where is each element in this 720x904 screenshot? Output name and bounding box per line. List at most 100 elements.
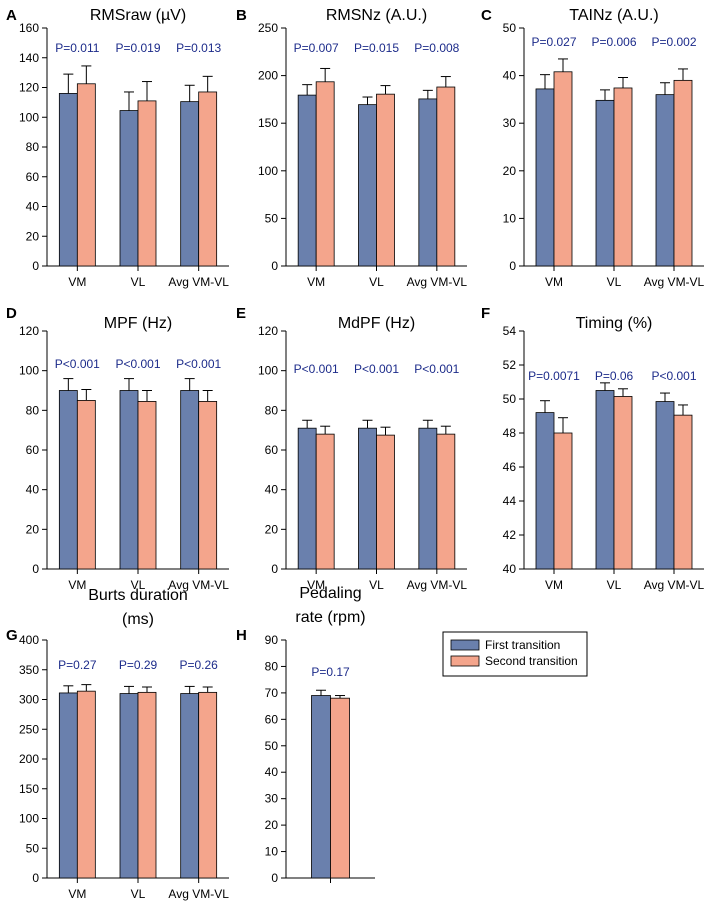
bar-first-transition xyxy=(418,427,438,570)
chart-title-line: Pedaling xyxy=(299,585,361,602)
panel-letter: E xyxy=(236,305,246,322)
bar-first-transition xyxy=(655,94,675,267)
bar-second-transition xyxy=(436,433,456,570)
x-tick-label: Avg VM-VL xyxy=(407,275,468,289)
y-tick-label: 40 xyxy=(503,69,517,83)
chart-panel-d: D MPF (Hz) 0 20 40 60 80 100 120 VM P<0.001 VL P<0.0… xyxy=(6,305,229,592)
x-tick-label: VM xyxy=(545,275,563,289)
bar-second-transition xyxy=(613,396,633,570)
y-tick-label: 0 xyxy=(271,871,278,885)
p-value-label: P<0.001 xyxy=(651,369,696,383)
y-tick-label: 60 xyxy=(26,170,40,184)
y-tick-label: 40 xyxy=(503,562,517,576)
p-value-label: P<0.001 xyxy=(115,357,160,371)
x-tick-label: VL xyxy=(131,275,146,289)
chart-title: MPF (Hz) xyxy=(104,315,172,332)
p-value-label: P=0.17 xyxy=(311,665,350,679)
p-value-label: P<0.001 xyxy=(354,362,399,376)
y-tick-label: 0 xyxy=(32,871,39,885)
chart-title: RMSraw (µV) xyxy=(90,7,186,24)
y-tick-label: 0 xyxy=(32,259,39,273)
legend-label: First transition xyxy=(485,638,560,652)
y-tick-label: 50 xyxy=(26,841,40,855)
p-value-label: P<0.001 xyxy=(55,357,100,371)
panel-letter: A xyxy=(6,7,17,24)
p-value-label: P=0.26 xyxy=(179,658,218,672)
y-tick-label: 60 xyxy=(26,443,40,457)
y-tick-label: 350 xyxy=(19,663,39,677)
p-value-label: P=0.007 xyxy=(294,41,339,55)
y-tick-label: 100 xyxy=(19,364,39,378)
x-tick-label: VM xyxy=(68,887,86,901)
panel-letter: B xyxy=(236,7,247,24)
chart-panel-g: G Burts duration (ms) 0 50 100 150 200 250 300 350… xyxy=(6,587,229,901)
bar-first-transition xyxy=(58,692,78,879)
p-value-label: P=0.015 xyxy=(354,41,399,55)
chart-title: Timing (%) xyxy=(576,315,653,332)
x-tick-label: Avg VM-VL xyxy=(168,578,229,592)
p-value-label: P=0.27 xyxy=(58,658,97,672)
x-tick-label: Avg VM-VL xyxy=(644,275,705,289)
panel-letter: H xyxy=(236,627,247,644)
y-tick-label: 160 xyxy=(19,21,39,35)
y-tick-label: 52 xyxy=(503,358,517,372)
bar-first-transition xyxy=(358,104,377,267)
x-tick-label: VL xyxy=(131,887,146,901)
x-tick-label: Avg VM-VL xyxy=(168,887,229,901)
y-tick-label: 20 xyxy=(26,522,40,536)
bar-second-transition xyxy=(198,91,218,267)
y-tick-label: 50 xyxy=(503,21,517,35)
x-tick-label: VL xyxy=(131,578,146,592)
bar-first-transition xyxy=(119,390,139,570)
y-tick-label: 150 xyxy=(258,116,278,130)
legend-swatch-first-transition xyxy=(450,639,480,651)
bar-first-transition xyxy=(297,427,317,570)
y-tick-label: 30 xyxy=(265,792,279,806)
bar-second-transition xyxy=(330,697,350,879)
bar-first-transition xyxy=(119,693,139,879)
p-value-label: P=0.06 xyxy=(595,369,634,383)
x-tick-label: VM xyxy=(545,578,563,592)
p-value-label: P=0.002 xyxy=(651,35,696,49)
bar-first-transition xyxy=(595,99,615,267)
bar-second-transition xyxy=(553,71,573,267)
bar-first-transition xyxy=(655,401,675,570)
p-value-label: P<0.001 xyxy=(176,357,221,371)
y-tick-label: 60 xyxy=(265,712,279,726)
y-tick-label: 40 xyxy=(265,765,279,779)
bar-second-transition xyxy=(315,433,335,570)
y-tick-label: 100 xyxy=(258,164,278,178)
p-value-label: P=0.006 xyxy=(591,35,636,49)
chart-panel-f: F Timing (%) 40 42 44 46 48 50 52 54 VM P=0.0071 VL P… xyxy=(481,305,705,592)
x-tick-label: Avg VM-VL xyxy=(644,578,705,592)
y-tick-label: 44 xyxy=(503,494,517,508)
p-value-label: P=0.013 xyxy=(176,41,221,55)
x-tick-label: VL xyxy=(369,578,384,592)
x-tick-label: VM xyxy=(68,578,86,592)
legend: First transition Second transition xyxy=(442,631,588,677)
bar-second-transition xyxy=(76,83,96,267)
bar-first-transition xyxy=(311,695,331,879)
y-tick-label: 0 xyxy=(271,562,278,576)
bar-second-transition xyxy=(137,100,157,267)
bar-second-transition xyxy=(137,401,157,570)
bar-second-transition xyxy=(315,81,335,267)
y-tick-label: 20 xyxy=(26,229,40,243)
y-tick-label: 200 xyxy=(19,752,39,766)
y-tick-label: 250 xyxy=(258,21,278,35)
y-tick-label: 50 xyxy=(265,739,279,753)
x-tick-label: VM xyxy=(307,275,325,289)
p-value-label: P<0.001 xyxy=(294,362,339,376)
y-tick-label: 20 xyxy=(265,522,279,536)
y-tick-label: 90 xyxy=(265,633,279,647)
y-tick-label: 40 xyxy=(265,483,279,497)
y-tick-label: 80 xyxy=(26,403,40,417)
y-tick-label: 120 xyxy=(258,324,278,338)
bar-second-transition xyxy=(76,400,96,570)
bar-second-transition xyxy=(198,691,218,879)
y-tick-label: 46 xyxy=(503,460,517,474)
panel-letter: F xyxy=(481,305,490,322)
bar-second-transition xyxy=(553,432,573,570)
chart-title: TAINz (A.U.) xyxy=(569,7,658,24)
